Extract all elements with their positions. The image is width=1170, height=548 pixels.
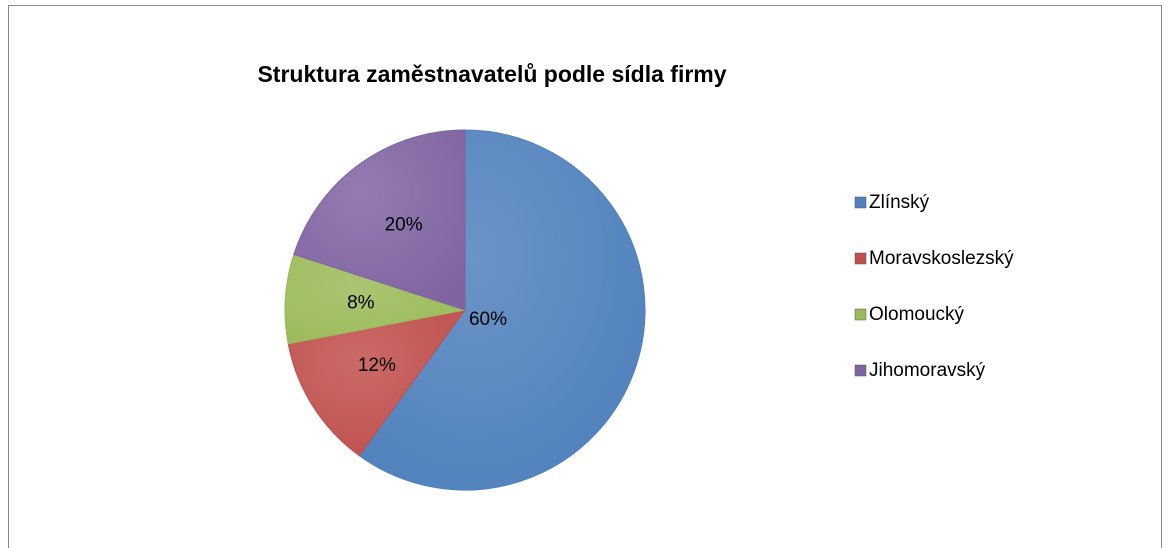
pie-slice [293, 129, 466, 311]
pie-slice [358, 129, 646, 491]
legend-swatch [854, 252, 867, 265]
legend-swatch [854, 364, 867, 377]
legend-swatch [854, 196, 867, 209]
legend-label: Jihomoravský [869, 360, 986, 381]
legend-label: Olomoucký [869, 304, 965, 325]
chart-title: Struktura zaměstnavatelů podle sídla fir… [257, 61, 726, 87]
legend-label: Moravskoslezský [869, 248, 1014, 269]
legend-swatch [854, 308, 867, 321]
pie-slice [284, 253, 466, 345]
data-label: 8% [347, 292, 375, 313]
pie-slice [287, 309, 467, 457]
data-label: 20% [385, 215, 423, 236]
data-label: 60% [469, 309, 507, 330]
data-label: 12% [358, 355, 396, 376]
legend-label: Zlínský [869, 192, 930, 213]
